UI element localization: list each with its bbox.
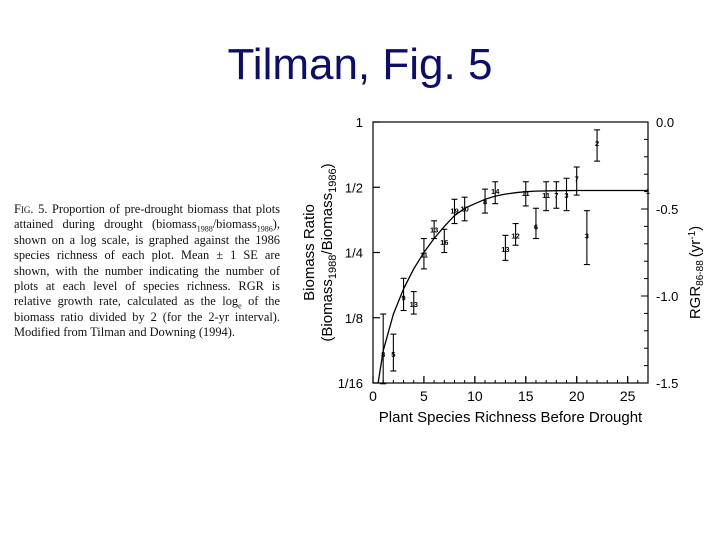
x-axis-ticks: 0 5 10 15 20 25 (369, 376, 639, 404)
fit-curve (377, 189, 648, 384)
data-point: 11 (522, 181, 530, 207)
biomass-ratio-chart: 0 5 10 15 20 25 11/21/41/81/16 0.0-0.5-1.0-1.… (301, 115, 706, 426)
caption-text-3: ), shown on a log scale, is graphed agai… (14, 217, 280, 309)
y2-tick-label: -0.5 (656, 202, 678, 217)
y2-tick-label: -1.0 (656, 289, 678, 304)
y2-axis-ticks: 0.0 -0.5 -1.0 -1.5 (641, 115, 678, 391)
point-n-label: 11 (542, 191, 550, 200)
point-n-label: 12 (511, 231, 519, 240)
data-point: 7 (573, 166, 580, 196)
point-n-label: 8 (381, 350, 385, 359)
plot-border (372, 121, 649, 384)
caption-label: Fig. 5. (14, 202, 48, 216)
point-n-label: 7 (575, 174, 579, 183)
point-n-label: 7 (554, 191, 558, 200)
caption-sub-2: 1986 (256, 224, 273, 234)
point-n-label: 8 (483, 197, 487, 206)
data-point: 5 (390, 333, 397, 372)
data-point: 10 (460, 196, 469, 222)
point-n-label: 13 (430, 225, 438, 234)
caption-text-2: /biomass (212, 217, 257, 232)
point-n-label: 11 (522, 189, 530, 198)
point-n-label: 13 (410, 300, 418, 309)
data-point: 11 (542, 181, 550, 212)
slide-title: Tilman, Fig. 5 (227, 40, 493, 89)
point-n-label: 5 (391, 350, 395, 359)
data-point: 16 (440, 228, 448, 254)
data-point: 7 (553, 181, 560, 209)
data-point: 13 (410, 291, 418, 315)
x-axis-label: Plant Species Richness Before Drought (379, 409, 643, 426)
figure-caption: Fig. 5. Proportion of pre-drought biomas… (14, 202, 280, 341)
point-n-label: 11 (420, 250, 428, 259)
data-point: 8 (482, 188, 489, 214)
point-n-label: 2 (595, 139, 599, 148)
caption-sub-3: e (238, 301, 242, 311)
y2-tick-label: 0.0 (656, 115, 674, 130)
point-n-label: 1 (646, 187, 650, 196)
point-n-label: 3 (585, 231, 589, 240)
y-tick-label: 1/8 (345, 311, 363, 326)
y-axis-label-line2: (Biomass1988/Biomass1986) (319, 163, 339, 341)
point-n-label: 16 (440, 238, 448, 247)
point-n-label: 13 (501, 245, 509, 254)
data-point: 9 (400, 277, 407, 312)
data-point: 2 (594, 129, 601, 162)
caption-text-1: Proportion of pre-drought biomass that p… (14, 202, 280, 232)
x-tick-label: 0 (369, 388, 377, 404)
y-axis-ticks: 1 1/2 1/4 1/8 1/16 (338, 115, 380, 391)
data-point: 3 (583, 210, 590, 266)
data-point: 13 (501, 234, 510, 261)
point-n-label: 14 (491, 187, 500, 196)
point-n-label: 9 (401, 294, 405, 303)
data-point: 12 (511, 223, 520, 246)
caption-sub-1: 1988 (196, 224, 213, 234)
point-n-label: 6 (534, 222, 538, 231)
y2-tick-label: -1.5 (656, 376, 678, 391)
point-n-label: 3 (564, 191, 568, 200)
y-tick-label: 1/16 (338, 376, 363, 391)
y-tick-label: 1/4 (345, 246, 363, 261)
x-tick-label: 10 (467, 388, 483, 404)
y-tick-label: 1 (356, 115, 363, 130)
y2-axis-label: RGR86-88(yr-1) (687, 226, 706, 319)
point-n-label: 10 (460, 204, 468, 213)
point-n-label: 19 (450, 207, 458, 216)
data-point: 6 (532, 207, 539, 240)
data-point: 14 (491, 181, 500, 205)
x-tick-label: 25 (620, 388, 636, 404)
data-point: 13 (430, 220, 438, 240)
y-axis-label-line1: Biomass Ratio (301, 204, 318, 301)
plot-frame (372, 121, 649, 384)
x-tick-label: 5 (420, 388, 428, 404)
x-tick-label: 15 (518, 388, 534, 404)
data-point: 11 (420, 237, 428, 270)
data-point: 19 (450, 198, 459, 225)
data-point: 1 (646, 187, 650, 196)
data-point: 8 (380, 313, 387, 385)
x-tick-label: 20 (569, 388, 585, 404)
data-point: 3 (563, 177, 570, 212)
caption-text-4: of the biomass ratio divided by 2 (for t… (14, 294, 281, 340)
y-tick-label: 1/2 (345, 180, 363, 195)
